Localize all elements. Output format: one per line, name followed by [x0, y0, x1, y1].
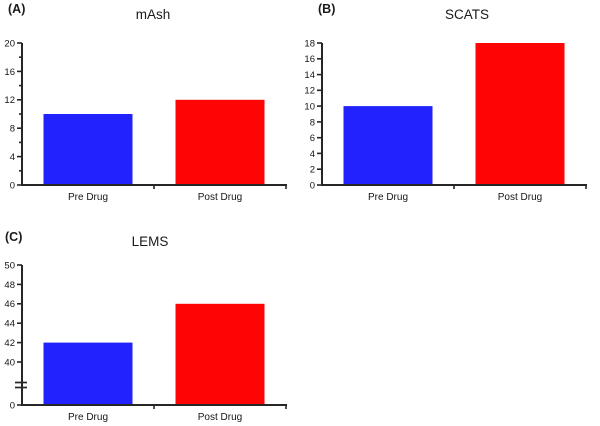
y-tick-label: 48 [4, 280, 15, 291]
bar-pre-drug [43, 342, 133, 405]
y-tick-label: 0 [10, 400, 15, 411]
y-tick-label: 8 [10, 124, 15, 135]
chart-panel-mash: (A) mAsh 0 4 8 12 16 20 Pre Drug Post Drug [0, 0, 300, 212]
y-tick-label: 4 [310, 149, 315, 160]
x-category-label: Pre Drug [368, 192, 408, 203]
scats-bar-chart: 0 2 4 6 8 10 12 14 16 18 Pre Drug Post Drug [304, 38, 587, 203]
y-tick-label: 44 [4, 319, 15, 330]
bar-pre-drug [43, 114, 133, 185]
y-tick-label: 40 [4, 357, 15, 368]
chart-panel-scats: (B) SCATS 0 2 4 6 8 10 12 14 16 18 Pre Drug Post Dr… [300, 0, 600, 212]
y-tick-label: 4 [10, 152, 15, 163]
y-tick-label: 0 [310, 180, 315, 191]
mash-bar-chart: 0 4 8 12 16 20 Pre Drug Post Drug [4, 38, 287, 203]
panel-label-c: (C) [5, 230, 23, 244]
lems-bar-chart: 0 40 42 44 46 48 50 Pre Drug Post Drug [4, 260, 287, 423]
y-tick-label: 10 [304, 102, 315, 113]
chart-title-mash: mAsh [135, 7, 171, 22]
y-tick-label: 20 [4, 38, 15, 49]
chart-title-scats: SCATS [444, 7, 490, 22]
x-category-label: Post Drug [498, 192, 542, 203]
bar-pre-drug [343, 106, 433, 185]
panel-label-a: (A) [8, 2, 26, 16]
x-category-label: Post Drug [198, 192, 242, 203]
bar-post-drug [175, 99, 265, 185]
x-category-label: Pre Drug [68, 412, 108, 423]
panel-label-b: (B) [318, 2, 336, 16]
chart-panel-lems: (C) LEMS 0 40 42 44 46 48 50 Pre Drug Post Drug [0, 213, 300, 426]
y-tick-label: 46 [4, 299, 15, 310]
y-tick-label: 16 [304, 54, 315, 65]
y-tick-label: 50 [4, 260, 15, 271]
x-category-label: Post Drug [198, 412, 242, 423]
y-tick-label: 12 [304, 86, 315, 97]
x-category-label: Pre Drug [68, 192, 108, 203]
y-tick-label: 0 [10, 180, 15, 191]
y-tick-label: 42 [4, 338, 15, 349]
y-tick-label: 18 [304, 38, 315, 49]
chart-title-lems: LEMS [131, 234, 169, 249]
y-tick-label: 6 [310, 133, 315, 144]
bar-post-drug [175, 303, 265, 405]
y-tick-label: 12 [4, 95, 15, 106]
y-tick-label: 8 [310, 117, 315, 128]
bar-post-drug [475, 43, 565, 185]
y-tick-label: 16 [4, 67, 15, 78]
y-tick-label: 14 [304, 70, 315, 81]
y-tick-label: 2 [310, 165, 315, 176]
